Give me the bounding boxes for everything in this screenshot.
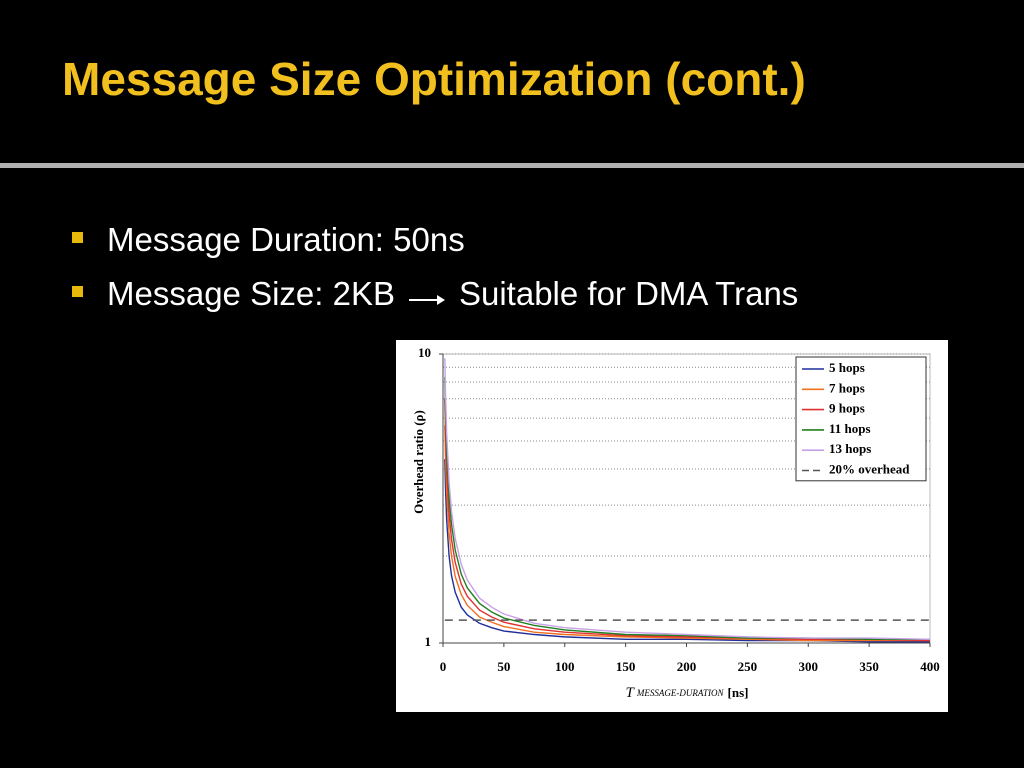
bullet-marker: [72, 232, 83, 243]
series-line: [444, 459, 930, 643]
x-tick-label: 200: [677, 659, 697, 674]
bullet-list: Message Duration: 50ns Message Size: 2KB…: [72, 216, 798, 324]
x-tick-label: 250: [738, 659, 758, 674]
legend-label: 11 hops: [829, 421, 871, 436]
x-axis-label: T MESSAGE-DURATION [ns]: [626, 685, 749, 701]
legend-box: [795, 356, 927, 482]
y-tick-label: 1: [425, 634, 432, 649]
y-tick-label: 10: [418, 345, 431, 360]
header: Message Size Optimization (cont.): [0, 0, 1024, 160]
series-line: [444, 358, 931, 640]
slide-title: Message Size Optimization (cont.): [62, 53, 806, 105]
x-tick-label: 400: [920, 659, 940, 674]
divider: [0, 163, 1024, 168]
bullet: Message Size: 2KB Suitable for DMA Trans: [72, 270, 798, 324]
bullet-text: Message Duration: 50ns: [107, 221, 465, 258]
bullet: Message Duration: 50ns: [72, 216, 798, 270]
x-tick-label: 100: [555, 659, 575, 674]
arrow: [408, 295, 445, 305]
x-tick-label: 350: [859, 659, 879, 674]
legend-label: 5 hops: [829, 360, 865, 375]
bullet-marker: [72, 286, 83, 297]
legend-label: 7 hops: [829, 380, 865, 395]
x-axis-subscript: MESSAGE-DURATION: [636, 688, 725, 698]
x-tick-label: 50: [497, 659, 510, 674]
x-tick-label: 150: [616, 659, 636, 674]
x-tick-label: 0: [440, 659, 447, 674]
y-axis-label: Overhead ratio (ρ): [411, 410, 426, 514]
x-axis-unit: [ns]: [728, 685, 749, 700]
bullet-text: Suitable for DMA Trans: [458, 275, 799, 312]
legend-label: 13 hops: [829, 441, 871, 456]
series-line: [444, 376, 930, 640]
legend-label: 20% overhead: [829, 461, 910, 476]
x-axis-symbol: T: [626, 685, 636, 701]
series-line: [444, 425, 930, 642]
legend-label: 9 hops: [829, 401, 865, 416]
bullet-text: Message Size: 2KB: [107, 275, 395, 312]
x-tick-label: 300: [799, 659, 819, 674]
